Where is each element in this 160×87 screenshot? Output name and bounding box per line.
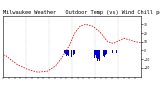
Text: Milwaukee Weather   Outdoor Temp (vs) Wind Chill per Minute (Last 24 Hours): Milwaukee Weather Outdoor Temp (vs) Wind… xyxy=(3,10,160,15)
